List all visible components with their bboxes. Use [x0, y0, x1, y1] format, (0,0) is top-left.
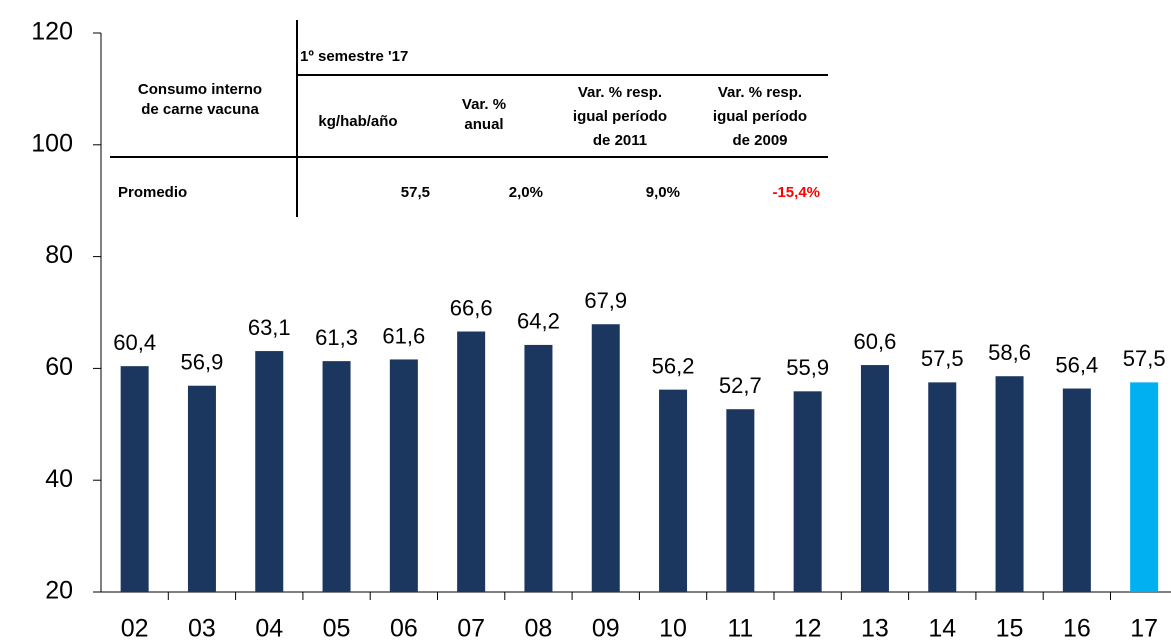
table-column-header: kg/hab/año [318, 113, 397, 130]
table-column-header: Var. % resp. [718, 84, 802, 101]
bar [322, 361, 351, 592]
table-cell: -15,4% [772, 184, 820, 201]
value-label: 61,6 [382, 323, 425, 348]
bar [187, 385, 216, 592]
bar [659, 389, 688, 592]
bar [1062, 388, 1091, 592]
bar [389, 359, 418, 592]
bar [255, 351, 284, 592]
x-tick-label: 04 [255, 615, 283, 643]
value-label: 57,5 [1123, 346, 1166, 371]
x-tick-label: 16 [1063, 615, 1091, 643]
y-tick-label: 100 [31, 129, 73, 157]
value-label: 55,9 [786, 355, 829, 380]
table-column-header: igual período [713, 108, 807, 125]
value-label: 63,1 [248, 315, 291, 340]
table-column-header: anual [464, 116, 503, 133]
value-label: 52,7 [719, 373, 762, 398]
x-tick-label: 13 [861, 615, 889, 643]
value-label: 58,6 [988, 340, 1031, 365]
x-tick-label: 06 [390, 615, 418, 643]
table-cell: 9,0% [646, 184, 680, 201]
y-tick-label: 20 [45, 577, 73, 605]
value-label: 60,4 [113, 330, 156, 355]
x-tick-label: 14 [928, 615, 956, 643]
bar [457, 331, 486, 592]
x-tick-label: 12 [794, 615, 822, 643]
x-tick-label: 05 [323, 615, 351, 643]
x-tick-label: 03 [188, 615, 216, 643]
table-row-header: de carne vacuna [141, 101, 259, 118]
value-label: 60,6 [854, 329, 897, 354]
bar [995, 376, 1024, 592]
table-column-header: Var. % resp. [578, 84, 662, 101]
x-tick-label: 08 [525, 615, 553, 643]
value-label: 66,6 [450, 295, 493, 320]
y-tick-label: 80 [45, 241, 73, 269]
bar [793, 391, 822, 592]
y-tick-label: 60 [45, 353, 73, 381]
value-label: 61,3 [315, 325, 358, 350]
bar [860, 365, 889, 592]
table-column-header: igual período [573, 108, 667, 125]
value-label: 56,4 [1055, 352, 1098, 377]
bar [120, 366, 149, 592]
x-tick-label: 11 [727, 615, 753, 643]
table-column-header: de 2011 [593, 132, 647, 149]
bar [928, 382, 957, 592]
x-tick-label: 09 [592, 615, 620, 643]
table-cell: 2,0% [509, 184, 543, 201]
y-tick-label: 40 [45, 465, 73, 493]
table-row-header: Consumo interno [138, 81, 262, 98]
x-tick-label: 07 [457, 615, 485, 643]
bar [726, 409, 755, 592]
value-label: 57,5 [921, 346, 964, 371]
table-cell: 57,5 [401, 184, 430, 201]
x-tick-label: 17 [1130, 615, 1158, 643]
bar [591, 324, 620, 592]
table-group-header: 1º semestre '17 [300, 48, 408, 65]
x-tick-label: 15 [996, 615, 1024, 643]
x-tick-label: 10 [659, 615, 687, 643]
table-column-header: Var. % [462, 96, 506, 113]
value-label: 56,9 [181, 350, 224, 375]
value-label: 67,9 [584, 288, 627, 313]
value-label: 56,2 [652, 353, 695, 378]
x-tick-label: 02 [121, 615, 149, 643]
y-tick-label: 120 [31, 18, 73, 46]
table-row-label: Promedio [118, 184, 187, 201]
table-column-header: de 2009 [732, 132, 787, 149]
bar [524, 344, 553, 592]
bar [1130, 382, 1159, 592]
value-label: 64,2 [517, 309, 560, 334]
